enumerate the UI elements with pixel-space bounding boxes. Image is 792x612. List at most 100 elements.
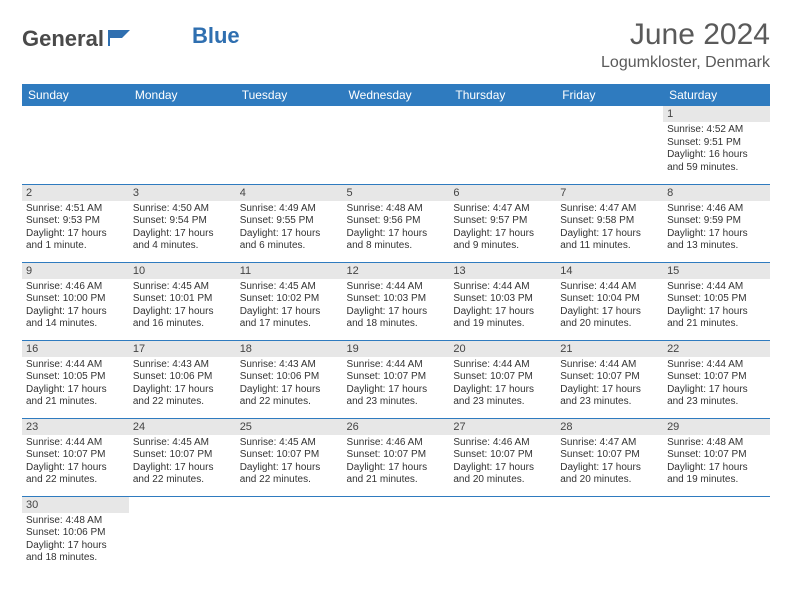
daylight-text: Daylight: 17 hours and 19 minutes. bbox=[453, 306, 552, 331]
day-info: Sunrise: 4:43 AMSunset: 10:06 PMDaylight… bbox=[133, 359, 232, 409]
day-info: Sunrise: 4:44 AMSunset: 10:07 PMDaylight… bbox=[560, 359, 659, 409]
day-number: 18 bbox=[236, 341, 343, 357]
title-block: June 2024 Logumkloster, Denmark bbox=[601, 18, 770, 72]
daylight-text: Daylight: 17 hours and 21 minutes. bbox=[347, 462, 446, 487]
day-info: Sunrise: 4:44 AMSunset: 10:04 PMDaylight… bbox=[560, 281, 659, 331]
sunrise-text: Sunrise: 4:44 AM bbox=[453, 359, 552, 372]
day-info: Sunrise: 4:47 AMSunset: 9:58 PMDaylight:… bbox=[560, 203, 659, 253]
sunset-text: Sunset: 10:06 PM bbox=[26, 527, 125, 540]
calendar-cell: 13Sunrise: 4:44 AMSunset: 10:03 PMDaylig… bbox=[449, 262, 556, 340]
day-header-row: SundayMondayTuesdayWednesdayThursdayFrid… bbox=[22, 84, 770, 106]
sunrise-text: Sunrise: 4:44 AM bbox=[347, 281, 446, 294]
flag-icon bbox=[108, 28, 134, 51]
day-number: 28 bbox=[556, 419, 663, 435]
day-number: 9 bbox=[22, 263, 129, 279]
sunset-text: Sunset: 10:03 PM bbox=[453, 293, 552, 306]
location-label: Logumkloster, Denmark bbox=[601, 54, 770, 72]
sunrise-text: Sunrise: 4:43 AM bbox=[240, 359, 339, 372]
sunset-text: Sunset: 10:07 PM bbox=[667, 449, 766, 462]
calendar-cell: 28 Sunrise: 4:47 AMSunset: 10:07 PMDaylig… bbox=[556, 418, 663, 496]
day-info: Sunrise: 4:47 AMSunset: 10:07 PMDaylight… bbox=[560, 437, 659, 487]
sunset-text: Sunset: 10:07 PM bbox=[26, 449, 125, 462]
calendar-cell-empty bbox=[236, 106, 343, 184]
day-info: Sunrise: 4:44 AMSunset: 10:05 PMDaylight… bbox=[667, 281, 766, 331]
sunrise-text: Sunrise: 4:47 AM bbox=[560, 437, 659, 450]
sunrise-text: Sunrise: 4:44 AM bbox=[453, 281, 552, 294]
day-info: Sunrise: 4:44 AMSunset: 10:03 PMDaylight… bbox=[347, 281, 446, 331]
day-number: 7 bbox=[556, 185, 663, 201]
sunrise-text: Sunrise: 4:45 AM bbox=[240, 437, 339, 450]
calendar-table: SundayMondayTuesdayWednesdayThursdayFrid… bbox=[22, 84, 770, 574]
calendar-row: 1Sunrise: 4:52 AMSunset: 9:51 PMDaylight… bbox=[22, 106, 770, 184]
sunset-text: Sunset: 10:05 PM bbox=[26, 371, 125, 384]
calendar-cell: 26Sunrise: 4:46 AMSunset: 10:07 PMDaylig… bbox=[343, 418, 450, 496]
calendar-row: 2Sunrise: 4:51 AMSunset: 9:53 PMDaylight… bbox=[22, 184, 770, 262]
calendar-cell: 27Sunrise: 4:46 AMSunset: 10:07 PMDaylig… bbox=[449, 418, 556, 496]
day-header: Sunday bbox=[22, 84, 129, 106]
day-number: 15 bbox=[663, 263, 770, 279]
calendar-cell: 10 Sunrise: 4:45 AMSunset: 10:01 PMDaylig… bbox=[129, 262, 236, 340]
day-number: 30 bbox=[22, 497, 129, 513]
day-number: 25 bbox=[236, 419, 343, 435]
calendar-cell-empty bbox=[449, 106, 556, 184]
calendar-cell: 15 Sunrise: 4:44 AMSunset: 10:05 PMDaylig… bbox=[663, 262, 770, 340]
sunrise-text: Sunrise: 4:44 AM bbox=[26, 359, 125, 372]
sunset-text: Sunset: 10:05 PM bbox=[667, 293, 766, 306]
daylight-text: Daylight: 17 hours and 20 minutes. bbox=[560, 306, 659, 331]
sunrise-text: Sunrise: 4:48 AM bbox=[26, 515, 125, 528]
sunset-text: Sunset: 9:57 PM bbox=[453, 215, 552, 228]
sunset-text: Sunset: 10:07 PM bbox=[133, 449, 232, 462]
daylight-text: Daylight: 17 hours and 13 minutes. bbox=[667, 228, 766, 253]
sunrise-text: Sunrise: 4:45 AM bbox=[133, 281, 232, 294]
day-number: 16 bbox=[22, 341, 129, 357]
logo-text-general: General bbox=[22, 26, 104, 52]
day-number: 2 bbox=[22, 185, 129, 201]
daylight-text: Daylight: 17 hours and 1 minute. bbox=[26, 228, 125, 253]
day-number: 21 bbox=[556, 341, 663, 357]
day-info: Sunrise: 4:45 AMSunset: 10:01 PMDaylight… bbox=[133, 281, 232, 331]
day-header: Thursday bbox=[449, 84, 556, 106]
sunset-text: Sunset: 10:03 PM bbox=[347, 293, 446, 306]
sunrise-text: Sunrise: 4:50 AM bbox=[133, 203, 232, 216]
day-info: Sunrise: 4:48 AMSunset: 10:06 PMDaylight… bbox=[26, 515, 125, 565]
sunrise-text: Sunrise: 4:44 AM bbox=[347, 359, 446, 372]
day-info: Sunrise: 4:44 AMSunset: 10:05 PMDaylight… bbox=[26, 359, 125, 409]
sunset-text: Sunset: 10:06 PM bbox=[133, 371, 232, 384]
day-header: Saturday bbox=[663, 84, 770, 106]
logo-text-blue: Blue bbox=[192, 23, 240, 49]
daylight-text: Daylight: 17 hours and 23 minutes. bbox=[347, 384, 446, 409]
day-header: Monday bbox=[129, 84, 236, 106]
day-info: Sunrise: 4:48 AMSunset: 10:07 PMDaylight… bbox=[667, 437, 766, 487]
sunrise-text: Sunrise: 4:51 AM bbox=[26, 203, 125, 216]
calendar-cell: 6Sunrise: 4:47 AMSunset: 9:57 PMDaylight… bbox=[449, 184, 556, 262]
day-info: Sunrise: 4:48 AMSunset: 9:56 PMDaylight:… bbox=[347, 203, 446, 253]
calendar-cell: 25 Sunrise: 4:45 AMSunset: 10:07 PMDaylig… bbox=[236, 418, 343, 496]
calendar-row: 23Sunrise: 4:44 AMSunset: 10:07 PMDaylig… bbox=[22, 418, 770, 496]
day-info: Sunrise: 4:44 AMSunset: 10:07 PMDaylight… bbox=[26, 437, 125, 487]
sunrise-text: Sunrise: 4:45 AM bbox=[240, 281, 339, 294]
daylight-text: Daylight: 17 hours and 23 minutes. bbox=[560, 384, 659, 409]
header: General Blue June 2024 Logumkloster, Den… bbox=[22, 18, 770, 72]
calendar-cell: 4Sunrise: 4:49 AMSunset: 9:55 PMDaylight… bbox=[236, 184, 343, 262]
calendar-cell: 29Sunrise: 4:48 AMSunset: 10:07 PMDaylig… bbox=[663, 418, 770, 496]
sunrise-text: Sunrise: 4:49 AM bbox=[240, 203, 339, 216]
day-number: 26 bbox=[343, 419, 450, 435]
calendar-row: 30 Sunrise: 4:48 AMSunset: 10:06 PMDaylig… bbox=[22, 496, 770, 574]
day-info: Sunrise: 4:44 AMSunset: 10:07 PMDaylight… bbox=[667, 359, 766, 409]
calendar-cell: 22Sunrise: 4:44 AMSunset: 10:07 PMDaylig… bbox=[663, 340, 770, 418]
day-info: Sunrise: 4:45 AMSunset: 10:07 PMDaylight… bbox=[240, 437, 339, 487]
sunset-text: Sunset: 10:07 PM bbox=[347, 371, 446, 384]
daylight-text: Daylight: 17 hours and 21 minutes. bbox=[26, 384, 125, 409]
day-info: Sunrise: 4:44 AMSunset: 10:07 PMDaylight… bbox=[453, 359, 552, 409]
day-number: 10 bbox=[129, 263, 236, 279]
sunset-text: Sunset: 10:00 PM bbox=[26, 293, 125, 306]
calendar-cell-empty bbox=[343, 496, 450, 574]
day-number: 27 bbox=[449, 419, 556, 435]
sunrise-text: Sunrise: 4:46 AM bbox=[453, 437, 552, 450]
day-info: Sunrise: 4:46 AMSunset: 9:59 PMDaylight:… bbox=[667, 203, 766, 253]
calendar-cell-empty bbox=[236, 496, 343, 574]
daylight-text: Daylight: 17 hours and 19 minutes. bbox=[667, 462, 766, 487]
calendar-row: 9Sunrise: 4:46 AMSunset: 10:00 PMDayligh… bbox=[22, 262, 770, 340]
sunset-text: Sunset: 10:07 PM bbox=[453, 449, 552, 462]
daylight-text: Daylight: 17 hours and 22 minutes. bbox=[240, 462, 339, 487]
